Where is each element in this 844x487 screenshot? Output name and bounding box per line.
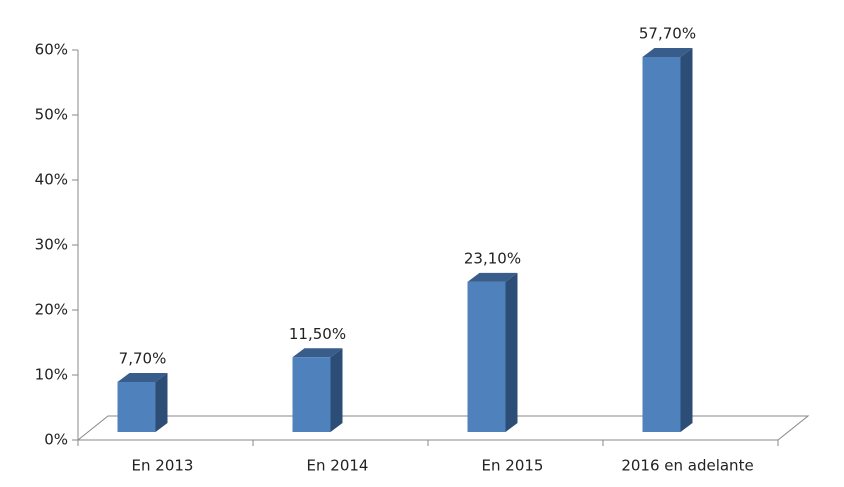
y-tick-label: 40% — [35, 171, 68, 189]
value-label: 7,70% — [119, 349, 167, 367]
y-tick-label: 30% — [35, 236, 68, 254]
bar — [117, 381, 156, 432]
value-label: 57,70% — [639, 24, 696, 42]
bar — [642, 56, 681, 432]
x-tick-label: En 2014 — [307, 457, 369, 475]
bar-side — [155, 372, 168, 432]
bar — [467, 281, 506, 432]
x-tick-label: En 2013 — [132, 457, 194, 475]
y-tick-label: 60% — [35, 41, 68, 59]
y-tick-label: 20% — [35, 301, 68, 319]
bar-top — [642, 47, 693, 57]
bar-side — [680, 47, 693, 432]
value-label: 11,50% — [289, 325, 346, 343]
y-tick-label: 50% — [35, 106, 68, 124]
x-tick-label: En 2015 — [482, 457, 544, 475]
floor — [76, 415, 810, 441]
y-tick-label: 10% — [35, 366, 68, 384]
x-tick-label: 2016 en adelante — [621, 457, 753, 475]
bar-top — [292, 348, 343, 358]
bar-top — [117, 372, 168, 382]
y-tick-label: 0% — [44, 431, 68, 449]
bar-side — [505, 272, 518, 432]
bar-side — [330, 348, 343, 432]
value-label: 23,10% — [464, 249, 521, 267]
bar-top — [467, 272, 518, 282]
bar — [292, 357, 331, 432]
